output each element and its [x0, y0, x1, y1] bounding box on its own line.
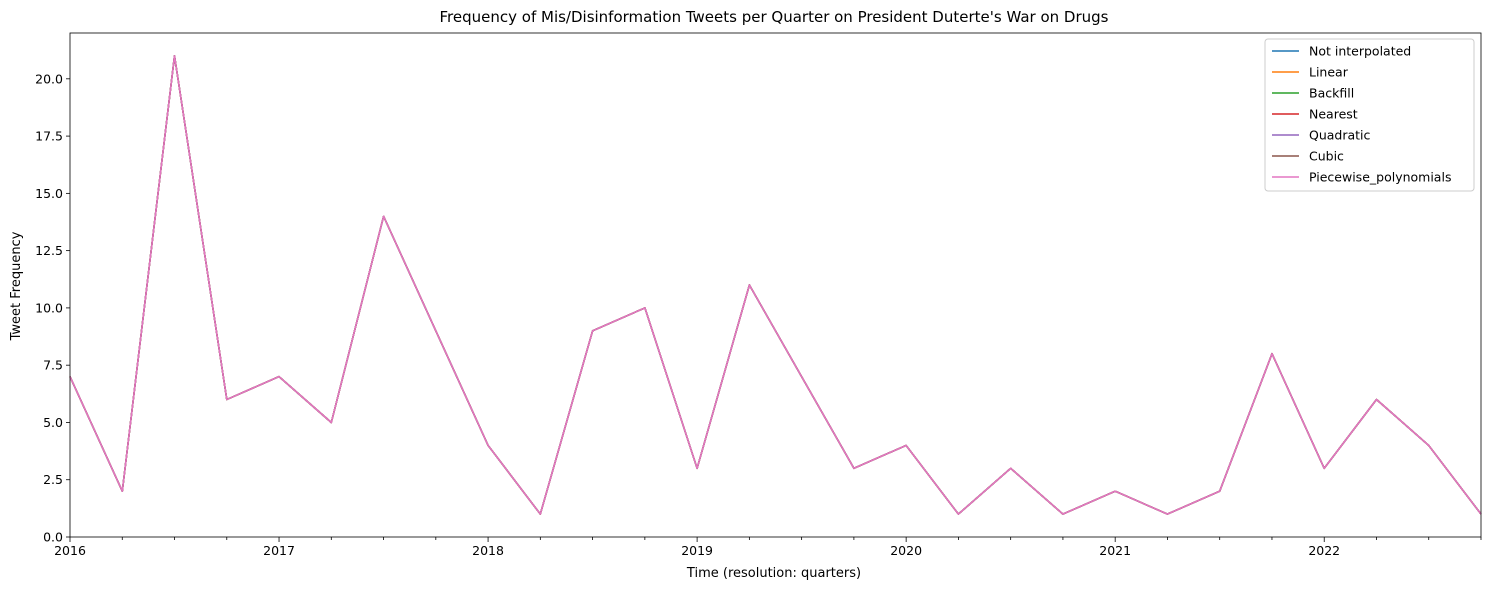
x-tick-label: 2021 — [1099, 543, 1131, 558]
x-tick-label: 2017 — [263, 543, 295, 558]
legend-label: Linear — [1309, 65, 1349, 80]
plot-frame — [69, 32, 1482, 538]
legend-label: Backfill — [1309, 86, 1354, 101]
y-tick-label: 10.0 — [35, 300, 63, 315]
legend: Not interpolated Linear Backfill Nearest Qua… — [1264, 38, 1475, 192]
x-tick-label: 2022 — [1308, 543, 1340, 558]
y-tick-label: 20.0 — [35, 71, 63, 86]
y-tick-label: 7.5 — [43, 358, 63, 373]
axes: 0.0 2.5 5.0 7.5 10.0 12.5 15.0 17.5 20.0 2016 2017… — [35, 32, 1482, 558]
plot-lines — [69, 55, 1482, 515]
y-tick-label: 17.5 — [35, 129, 63, 144]
y-tick-label: 0.0 — [43, 530, 63, 545]
y-tick-label: 2.5 — [43, 472, 63, 487]
y-axis-label: Tweet Frequency — [9, 231, 24, 341]
x-tick-label: 2019 — [681, 543, 713, 558]
y-tick-label: 15.0 — [35, 186, 63, 201]
legend-box — [1264, 38, 1475, 192]
legend-label: Piecewise_polynomials — [1309, 170, 1451, 185]
x-axis-label: Time (resolution: quarters) — [686, 566, 861, 581]
legend-label: Not interpolated — [1309, 44, 1411, 59]
x-tick-label: 2020 — [890, 543, 922, 558]
chart-title: Frequency of Mis/Disinformation Tweets p… — [440, 8, 1109, 26]
y-tick-label: 5.0 — [43, 415, 63, 430]
y-tick-label: 12.5 — [35, 243, 63, 258]
series-line — [69, 55, 1482, 515]
x-tick-label: 2016 — [54, 543, 86, 558]
legend-label: Nearest — [1309, 107, 1358, 122]
x-tick-label: 2018 — [472, 543, 504, 558]
legend-label: Cubic — [1309, 149, 1344, 164]
legend-label: Quadratic — [1309, 128, 1371, 143]
